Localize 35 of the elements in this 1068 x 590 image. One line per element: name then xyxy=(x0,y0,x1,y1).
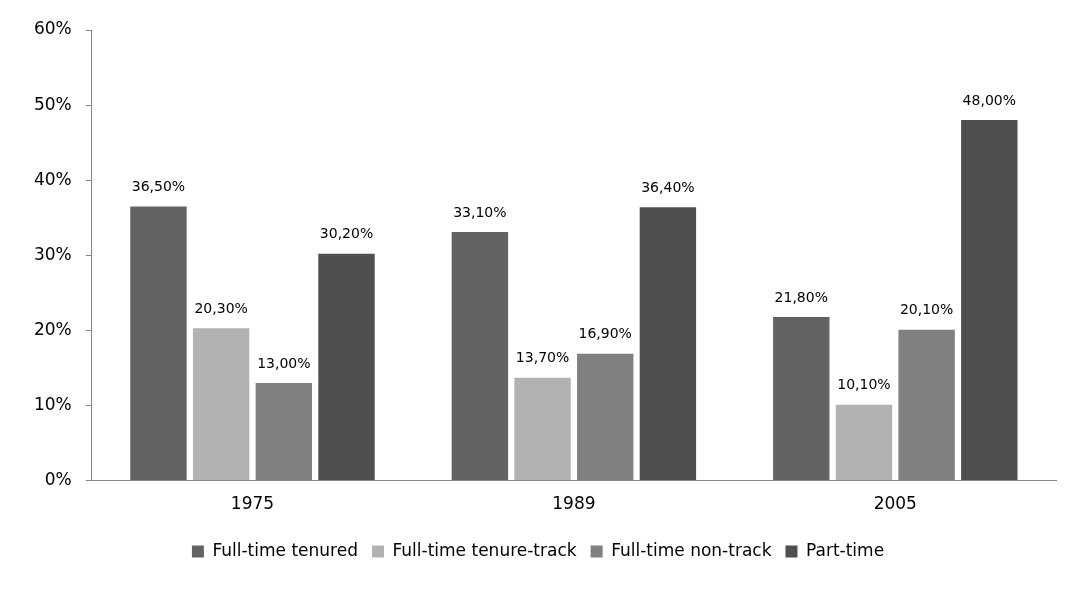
data-label: 33,10% xyxy=(453,203,507,220)
legend-label: Full-time tenured xyxy=(212,539,358,560)
y-tick-label: 0% xyxy=(44,469,72,490)
legend-label: Full-time tenure-track xyxy=(392,539,577,560)
legend-label: Full-time non-track xyxy=(611,539,772,560)
data-label: 10,10% xyxy=(837,376,891,393)
y-tick-label: 50% xyxy=(33,93,72,114)
data-label: 20,30% xyxy=(194,299,248,316)
data-label: 16,90% xyxy=(578,325,632,342)
data-label: 13,70% xyxy=(515,349,570,366)
bar xyxy=(451,232,509,481)
bar xyxy=(639,207,697,481)
legend-label: Part-time xyxy=(805,539,885,560)
bar xyxy=(961,120,1018,481)
data-label: 30,20% xyxy=(319,225,374,242)
x-tick-label: 1975 xyxy=(230,493,275,514)
y-tick-label: 60% xyxy=(33,18,72,39)
data-label: 36,40% xyxy=(641,178,695,195)
y-tick-label: 30% xyxy=(33,243,72,264)
data-label: 21,80% xyxy=(774,288,828,305)
y-tick-label: 10% xyxy=(33,393,72,414)
bar xyxy=(773,316,830,481)
data-label: 36,50% xyxy=(131,178,186,195)
data-label: 48,00% xyxy=(962,91,1016,108)
bar xyxy=(192,328,250,481)
bar xyxy=(514,377,571,481)
data-label: 20,10% xyxy=(899,301,954,318)
bar xyxy=(835,404,893,481)
x-tick-label: 2005 xyxy=(873,493,917,514)
bar xyxy=(318,253,375,481)
data-label: 13,00% xyxy=(257,354,311,371)
y-tick-label: 20% xyxy=(33,318,72,339)
x-tick-label: 1989 xyxy=(552,493,596,514)
y-tick-label: 40% xyxy=(33,168,72,189)
bar xyxy=(130,206,187,481)
